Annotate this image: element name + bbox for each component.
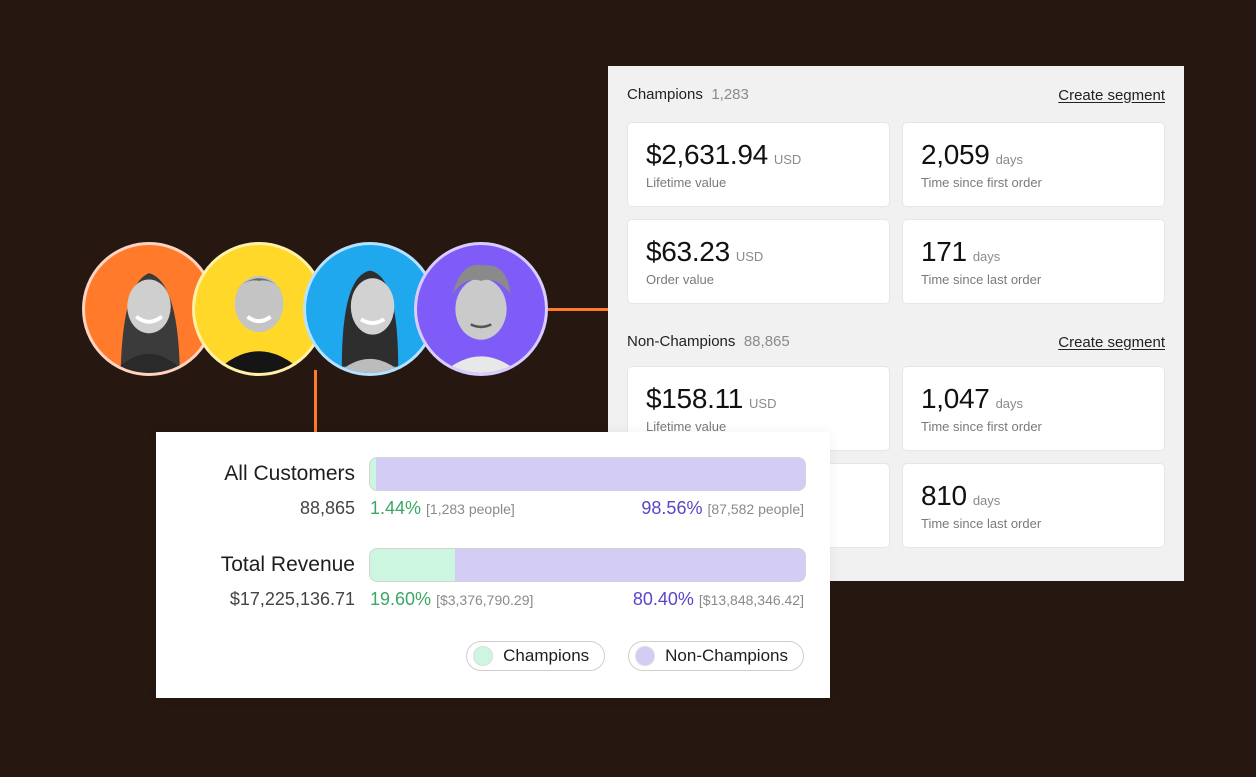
person-photo-icon [113, 273, 185, 373]
champions-detail: [1,283 people] [426, 501, 515, 517]
champions-detail: [$3,376,790.29] [436, 592, 534, 608]
stat-unit: days [995, 396, 1024, 411]
segment-header: Champions 1,283 Create segment [627, 66, 1165, 122]
metric-title: Total Revenue [220, 553, 355, 576]
stat-label: Lifetime value [646, 175, 727, 190]
avatar [303, 242, 437, 376]
bar-segment-champions [370, 458, 377, 490]
stat-label: Order value [646, 272, 714, 287]
segment-title: Champions [627, 86, 703, 103]
stat-unit: days [972, 249, 1001, 264]
avatar [414, 242, 548, 376]
stat-card-time-since-first-order: 2,059 days Time since first order [902, 122, 1165, 207]
comparison-card: All Customers 88,865 1.44% [1,283 people]… [156, 432, 830, 698]
stat-card-time-since-first-order: 1,047 days Time since first order [902, 366, 1165, 451]
stat-unit: USD [773, 152, 802, 167]
metric-total: 88,865 [299, 498, 355, 518]
stat-value: $63.23 [646, 236, 730, 267]
bar-segment-non-champions [455, 549, 805, 581]
segment-title: Non-Champions [627, 333, 736, 350]
segment-count: 1,283 [711, 86, 749, 103]
create-segment-link[interactable]: Create segment [1058, 333, 1165, 351]
stat-label: Time since first order [921, 419, 1042, 434]
connector-line-horizontal [546, 308, 610, 311]
stat-value: 1,047 [921, 383, 990, 414]
stat-value: $158.11 [646, 383, 744, 414]
non-champions-percent: 80.40% [632, 589, 694, 609]
stat-value: $2,631.94 [646, 139, 768, 170]
champions-share: 1.44% [1,283 people] [370, 498, 515, 519]
stat-unit: USD [735, 249, 764, 264]
stat-card-time-since-last-order: 810 days Time since last order [902, 463, 1165, 548]
person-photo-icon [338, 270, 402, 373]
stat-unit: USD [749, 396, 777, 411]
stat-label: Time since first order [921, 175, 1042, 190]
stat-value: 2,059 [921, 139, 990, 170]
bar-segment-champions [370, 549, 456, 581]
legend-label: Non-Champions [665, 646, 788, 665]
person-photo-icon [214, 275, 304, 373]
person-photo-icon [442, 264, 520, 373]
segment-header: Non-Champions 88,865 Create segment [627, 316, 1165, 366]
non-champions-share: 80.40% [$13,848,346.42] [633, 589, 804, 610]
stat-grid: $2,631.94 USD Lifetime value 2,059 days … [627, 122, 1165, 304]
stat-card-lifetime-value: $2,631.94 USD Lifetime value [627, 122, 890, 207]
avatar-group [82, 242, 552, 378]
stat-value: 171 [921, 236, 967, 267]
segment-count: 88,865 [743, 333, 790, 350]
stat-unit: days [972, 493, 1001, 508]
champions-percent: 19.60% [370, 589, 432, 609]
stat-card-time-since-last-order: 171 days Time since last order [902, 219, 1165, 304]
non-champions-detail: [$13,848,346.42] [698, 592, 804, 608]
stat-label: Time since last order [921, 272, 1042, 287]
non-champions-percent: 98.56% [641, 498, 703, 518]
champions-share: 19.60% [$3,376,790.29] [370, 589, 533, 610]
legend: Champions Non-Champions [466, 641, 804, 671]
stat-unit: days [995, 152, 1024, 167]
segment-champions: Champions 1,283 Create segment $2,631.94… [627, 66, 1165, 304]
split-bar [369, 457, 806, 491]
stat-value: 810 [921, 480, 967, 511]
non-champions-dot-icon [635, 646, 656, 666]
non-champions-detail: [87,582 people] [707, 501, 804, 517]
stat-card-order-value: $63.23 USD Order value [627, 219, 890, 304]
champions-dot-icon [473, 646, 494, 666]
split-bar [369, 548, 806, 582]
stat-label: Time since last order [921, 516, 1042, 531]
legend-item-champions[interactable]: Champions [466, 641, 606, 671]
champions-percent: 1.44% [370, 498, 422, 518]
legend-item-non-champions[interactable]: Non-Champions [628, 641, 804, 671]
legend-label: Champions [503, 646, 590, 665]
metric-total: $17,225,136.71 [229, 589, 355, 609]
metric-title: All Customers [224, 462, 355, 485]
bar-segment-non-champions [376, 458, 805, 490]
stat-label: Lifetime value [646, 419, 727, 434]
connector-line-vertical [314, 370, 317, 434]
non-champions-share: 98.56% [87,582 people] [641, 498, 804, 519]
create-segment-link[interactable]: Create segment [1058, 86, 1165, 104]
